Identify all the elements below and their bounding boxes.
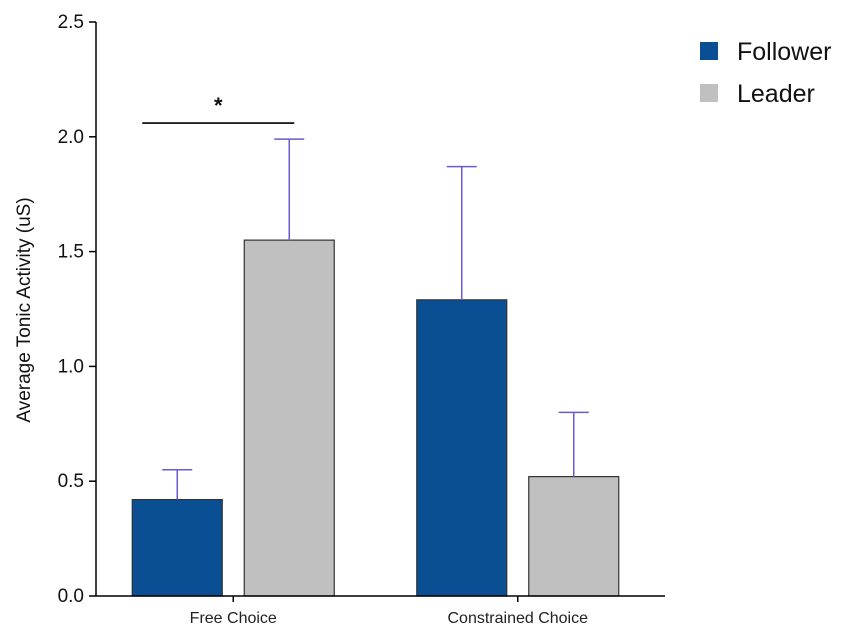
bar-leader-free-choice: [243, 239, 335, 597]
bar-follower-constrained-choice: [416, 299, 508, 597]
bar-follower-free-choice: [131, 498, 223, 597]
y-tick-label: 1.5: [58, 242, 84, 263]
x-axis-labels: Free Choice Constrained Choice: [190, 596, 588, 627]
x-category-label: Constrained Choice: [447, 610, 588, 627]
bars: [131, 239, 620, 597]
significance-star: *: [214, 93, 223, 118]
y-tick-label: 0.5: [58, 471, 84, 492]
bar-leader-constrained-choice: [528, 476, 620, 597]
legend: Follower Leader: [700, 38, 831, 108]
error-bars: [162, 138, 589, 500]
y-tick-label: 2.0: [58, 127, 84, 148]
y-tick-label: 2.5: [58, 12, 84, 33]
x-category-label: Free Choice: [190, 610, 277, 627]
legend-swatch-leader: [700, 84, 718, 102]
legend-label-follower: Follower: [737, 38, 831, 66]
significance-annotation: *: [142, 93, 295, 124]
y-axis-ticks: 0.0 0.5 1.0 1.5 2.0 2.5: [58, 12, 96, 607]
y-tick-label: 0.0: [58, 586, 84, 607]
legend-label-leader: Leader: [737, 80, 815, 108]
y-axis-title: Average Tonic Activity (uS): [14, 197, 35, 422]
legend-swatch-follower: [700, 42, 718, 60]
y-tick-label: 1.0: [58, 356, 84, 377]
